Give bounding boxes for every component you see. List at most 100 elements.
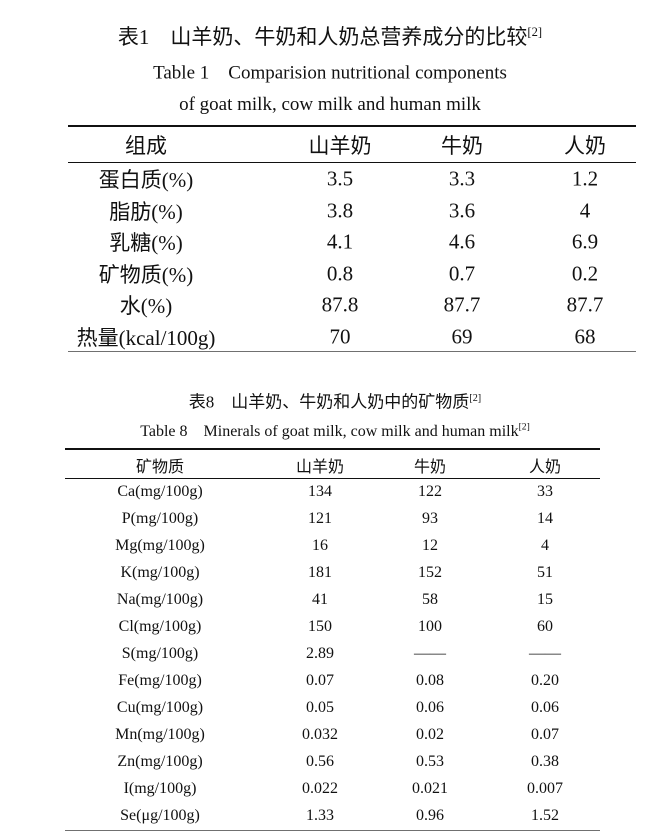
mid-rule	[68, 162, 636, 163]
value-cell: 58	[422, 591, 438, 608]
header-cell: 人奶	[564, 134, 606, 158]
value-cell: 3.5	[326, 166, 354, 191]
row-label: K(mg/100g)	[120, 564, 200, 581]
ref: [2]	[469, 392, 482, 404]
row-label: Fe(mg/100g)	[118, 672, 202, 689]
value-cell: 0.07	[531, 726, 559, 743]
value-cell: 181	[308, 564, 332, 581]
value-cell: 0.38	[531, 753, 559, 770]
value-cell: 60	[537, 618, 553, 635]
row-label: Na(mg/100g)	[116, 591, 204, 608]
top-rule	[65, 448, 600, 450]
value-cell: 14	[537, 510, 553, 527]
value-cell: 4.1	[326, 229, 354, 254]
header-cell: 山羊奶	[295, 459, 345, 476]
header-cell: 矿物质	[135, 459, 185, 476]
value-cell: 0.96	[416, 807, 444, 824]
value-cell: 1.2	[571, 166, 599, 191]
value-cell: 33	[537, 483, 553, 500]
value-cell: 41	[312, 591, 328, 608]
row-label: Se(μg/100g)	[120, 807, 200, 824]
value-cell: 87.8	[321, 292, 359, 317]
value-cell: 6.9	[571, 229, 599, 254]
header-cell: 牛奶	[413, 459, 447, 476]
value-cell: 150	[308, 618, 332, 635]
title-text: 表1 山羊奶、牛奶和人奶总营养成分的比较	[117, 25, 528, 49]
table1-title-en: Table 1 Comparision nutritional componen…	[153, 62, 507, 84]
table1-title-en: of goat milk, cow milk and human milk	[179, 94, 481, 115]
row-label: 乳糖(%)	[109, 231, 183, 255]
ref: [2]	[518, 421, 530, 433]
bottom-rule	[68, 351, 636, 352]
table8-title-en: Table 8 Minerals of goat milk, cow milk …	[140, 417, 530, 441]
row-label: P(mg/100g)	[121, 510, 199, 527]
value-cell: 70	[329, 324, 351, 348]
value-cell: 93	[422, 510, 438, 527]
title-text: Table 8 Minerals of goat milk, cow milk …	[140, 423, 519, 440]
value-cell: 0.56	[306, 753, 334, 770]
value-cell: 100	[418, 618, 442, 635]
ref: [2]	[527, 25, 543, 39]
value-cell: 134	[308, 483, 332, 500]
value-cell: 15	[537, 591, 553, 608]
value-cell: 0.032	[302, 726, 338, 743]
value-cell: 0.2	[571, 261, 599, 285]
value-cell: 87.7	[566, 292, 604, 317]
value-cell: 0.8	[326, 261, 354, 285]
table8-title: 表8 山羊奶、牛奶和人奶中的矿物质[2]	[189, 388, 481, 413]
value-cell: 68	[574, 324, 596, 348]
table1-title: 表1 山羊奶、牛奶和人奶总营养成分的比较[2]	[118, 21, 542, 51]
value-cell: 152	[418, 564, 442, 581]
header-cell: 牛奶	[441, 134, 483, 158]
value-cell: 0.20	[531, 672, 559, 689]
value-cell: 4	[579, 198, 591, 222]
bottom-rule	[65, 830, 600, 831]
row-label: Cu(mg/100g)	[116, 699, 204, 716]
row-label: Mn(mg/100g)	[115, 726, 205, 743]
value-cell: ——	[414, 645, 446, 662]
row-label: Zn(mg/100g)	[117, 753, 203, 770]
value-cell: 1.33	[306, 807, 334, 824]
row-label: 热量(kcal/100g)	[76, 325, 216, 350]
row-label: Mg(mg/100g)	[115, 537, 205, 554]
row-label: Cl(mg/100g)	[118, 618, 202, 635]
row-label: 矿物质(%)	[98, 262, 194, 287]
row-label: 蛋白质(%)	[98, 168, 194, 192]
value-cell: 0.06	[416, 699, 444, 716]
value-cell: 0.08	[416, 672, 444, 689]
value-cell: 4.6	[448, 229, 476, 254]
header-cell: 人奶	[528, 459, 562, 476]
value-cell: 0.53	[416, 753, 444, 770]
value-cell: 122	[418, 483, 442, 500]
top-rule	[68, 125, 636, 127]
row-label: I(mg/100g)	[123, 780, 197, 797]
row-label: 水(%)	[119, 294, 173, 318]
header-cell: 山羊奶	[308, 134, 372, 158]
value-cell: 0.7	[448, 261, 476, 285]
value-cell: ——	[529, 645, 561, 662]
row-label: 脂肪(%)	[109, 199, 183, 224]
value-cell: 3.6	[448, 198, 476, 222]
header-cell: 组成	[125, 134, 167, 158]
value-cell: 12	[422, 537, 438, 554]
value-cell: 1.52	[531, 807, 559, 824]
title-text: 表8 山羊奶、牛奶和人奶中的矿物质	[188, 392, 470, 412]
value-cell: 87.7	[443, 292, 481, 317]
value-cell: 0.022	[302, 780, 338, 797]
value-cell: 0.021	[412, 780, 448, 797]
value-cell: 51	[537, 564, 553, 581]
value-cell: 3.3	[448, 166, 476, 191]
value-cell: 0.02	[416, 726, 444, 743]
value-cell: 4	[541, 537, 549, 554]
value-cell: 0.007	[527, 780, 563, 797]
value-cell: 0.06	[531, 699, 559, 716]
value-cell: 121	[308, 510, 332, 527]
value-cell: 69	[451, 324, 473, 348]
value-cell: 2.89	[306, 645, 334, 662]
value-cell: 0.07	[306, 672, 334, 689]
row-label: S(mg/100g)	[121, 645, 199, 662]
value-cell: 16	[312, 537, 328, 554]
row-label: Ca(mg/100g)	[117, 483, 203, 500]
mid-rule	[65, 478, 600, 479]
